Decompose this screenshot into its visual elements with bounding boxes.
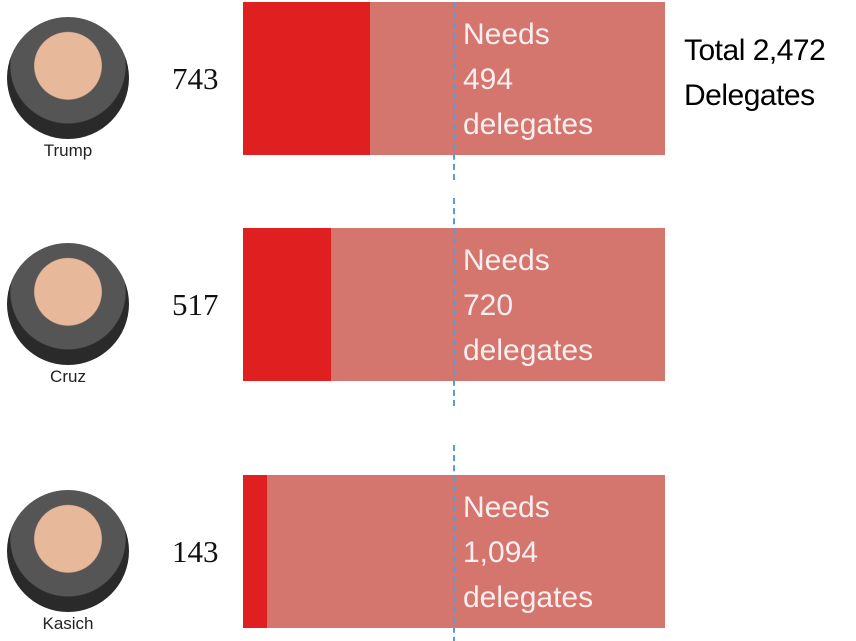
won-bar (243, 2, 370, 155)
candidate-name: Cruz (50, 366, 86, 386)
delegate-count: 517 (172, 286, 219, 322)
portrait (7, 242, 129, 365)
candidate-name: Kasich (42, 613, 94, 633)
needs-bar (369, 2, 455, 155)
won-bar (243, 475, 268, 628)
won-bar (243, 228, 332, 381)
delegate-count: 743 (172, 60, 219, 96)
needs-label: Needs 1,094 delegates (463, 491, 594, 614)
threshold-line (453, 198, 456, 406)
delegate-count: 143 (172, 533, 219, 569)
candidate-name: Trump (43, 140, 93, 160)
portrait (7, 16, 129, 139)
needs-label: Needs 494 delegates (463, 18, 594, 141)
total-label: Total 2,472 Delegates (684, 34, 826, 112)
needs-bar (267, 475, 455, 628)
portrait (7, 489, 129, 612)
needs-bar (331, 228, 455, 381)
needs-label: Needs 720 delegates (463, 244, 594, 367)
threshold-line (453, 0, 456, 180)
threshold-line (453, 445, 456, 641)
